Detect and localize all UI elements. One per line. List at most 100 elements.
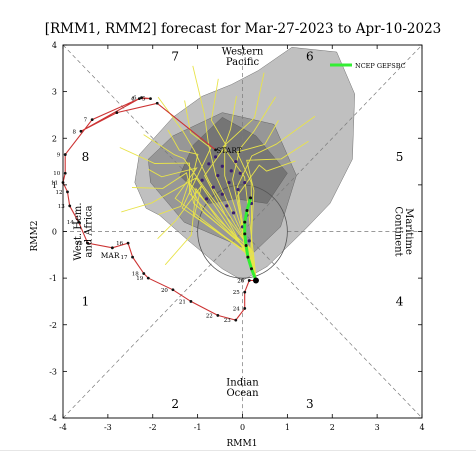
observed-point — [171, 288, 175, 292]
observed-day-label: 15 — [76, 241, 83, 247]
plume-core — [179, 117, 288, 204]
member-point — [227, 180, 231, 185]
observed-day-label: 23 — [224, 318, 231, 324]
phase-divider-antidiagonal — [62, 44, 423, 419]
member-point — [220, 164, 224, 168]
observed-point — [137, 97, 141, 101]
ensemble-mean-track — [243, 197, 258, 282]
region-label-line: and Africa — [84, 205, 95, 257]
observed-day-label: 4 — [131, 97, 135, 103]
observed-point — [110, 246, 114, 250]
observed-point — [115, 111, 119, 115]
observed-point — [126, 241, 130, 245]
observed-day-label: 18 — [132, 271, 139, 277]
observed-point — [234, 318, 238, 322]
observed-day-label: 13 — [58, 204, 65, 210]
y-tick-label: 1 — [52, 181, 57, 190]
phase-number-label: 6 — [306, 50, 314, 64]
ensemble-mean-point — [249, 267, 253, 271]
x-tick-label: -4 — [59, 423, 67, 432]
ensemble-mean-point — [245, 209, 249, 213]
member-point — [229, 169, 233, 173]
member-point — [213, 155, 218, 159]
observed-point — [216, 314, 220, 317]
observed-point — [90, 118, 94, 121]
observed-day-label: 19 — [136, 276, 143, 282]
observed-day-label: 16 — [116, 241, 123, 247]
y-tick-label: 4 — [52, 41, 57, 50]
y-tick-label: -4 — [49, 414, 57, 423]
member-point — [205, 197, 209, 201]
phase-number-label: 5 — [396, 150, 404, 164]
observed-track — [62, 97, 256, 321]
observed-point — [214, 148, 217, 152]
phase-number-label: 7 — [171, 50, 179, 64]
phase-number-label: 4 — [396, 294, 404, 308]
observed-day-label: 9 — [57, 153, 61, 159]
observed-point — [131, 255, 134, 259]
x-tick-label: 1 — [285, 423, 290, 432]
ensemble-mean-point — [244, 243, 248, 247]
chart-title: [RMM1, RMM2] forecast for Mar-27-2023 to… — [45, 21, 442, 37]
phase-number-label: 1 — [82, 294, 90, 308]
phase-divider-diagonal — [62, 44, 423, 419]
region-label-line: Western — [222, 47, 264, 58]
phase-number-label: 8 — [82, 150, 90, 164]
observed-day-label: 25 — [233, 290, 240, 296]
y-tick-label: 0 — [52, 228, 57, 237]
ensemble-mean-point — [243, 232, 247, 236]
observed-point — [68, 204, 72, 208]
member-point — [200, 178, 204, 182]
region-label: Indian Ocean — [226, 378, 259, 400]
y-axis-label: RMM2 — [30, 221, 40, 252]
region-label: Western Pacific — [222, 47, 264, 69]
member-point — [238, 171, 242, 175]
observed-day-label: 7 — [84, 118, 88, 124]
annotation-label: START — [216, 146, 242, 155]
region-label-line: West. Hem. — [73, 202, 84, 260]
divider — [0, 450, 476, 451]
x-tick-label: 2 — [330, 423, 335, 432]
x-tick-label: -2 — [149, 423, 157, 432]
x-tick-label: -3 — [104, 423, 112, 432]
observed-day-label: 24 — [233, 306, 240, 312]
member-point — [211, 185, 215, 189]
phase-number-label: 2 — [171, 397, 179, 411]
observed-day-label: 10 — [53, 171, 60, 177]
observed-point — [189, 300, 193, 303]
ensemble-mean-point — [243, 220, 247, 224]
observed-point — [66, 190, 69, 194]
forecast-start-point — [252, 277, 259, 284]
observed-day-label: 17 — [121, 255, 128, 261]
observed-point — [149, 97, 152, 101]
member-point — [220, 192, 224, 196]
ensemble-member-track — [158, 180, 257, 281]
ensemble-mean-point — [249, 196, 253, 200]
member-point — [247, 239, 251, 243]
region-label: West. Hem.and Africa — [73, 202, 95, 260]
member-point — [236, 187, 240, 192]
y-tick-label: -2 — [49, 321, 57, 330]
x-tick-label: 3 — [375, 423, 380, 432]
observed-point — [140, 96, 143, 100]
observed-day-label: 26 — [237, 278, 244, 284]
observed-day-label: 11 — [51, 181, 58, 187]
observed-day-label: 21 — [179, 299, 186, 305]
y-tick-label: 2 — [52, 134, 57, 143]
member-point — [231, 211, 236, 215]
observed-point — [86, 241, 90, 245]
phase-number-label: 3 — [306, 397, 314, 411]
observed-point — [77, 220, 81, 224]
member-point — [234, 159, 238, 164]
member-point — [243, 180, 247, 185]
observed-day-label: 12 — [55, 190, 62, 196]
y-tick-label: -3 — [49, 367, 57, 376]
region-label: MaritimeContinent — [393, 206, 415, 256]
member-point — [225, 204, 229, 208]
observed-point — [79, 129, 83, 133]
ensemble-member-track — [131, 172, 257, 281]
annotation-label: MAR — [101, 251, 120, 260]
observed-day-label: 6 — [133, 96, 137, 102]
